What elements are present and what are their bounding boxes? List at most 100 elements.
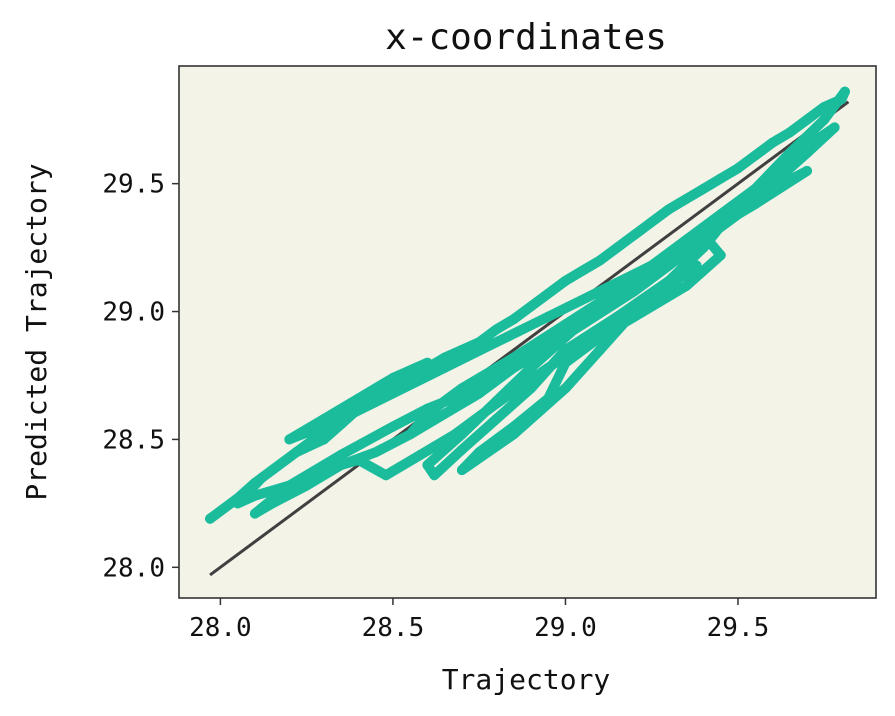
reference-line-layer xyxy=(209,100,850,577)
trajectory-point xyxy=(456,344,467,355)
trajectory-point xyxy=(249,508,260,519)
trajectory-point xyxy=(543,362,554,373)
trajectory-point xyxy=(646,217,657,228)
chart-title: x-coordinates xyxy=(385,17,667,58)
trajectory-point xyxy=(560,275,571,286)
trajectory-point xyxy=(612,286,623,297)
trajectory-point xyxy=(612,311,623,322)
trajectory-point xyxy=(381,470,392,481)
trajectory-point xyxy=(456,429,467,440)
trajectory-point xyxy=(698,229,709,240)
trajectory-point xyxy=(612,242,623,253)
trajectory-point xyxy=(732,163,743,174)
trajectory-point xyxy=(594,301,605,312)
trajectory-point xyxy=(387,421,398,432)
trajectory-point xyxy=(829,122,840,133)
trajectory-point xyxy=(318,413,329,424)
trajectory-point xyxy=(715,173,726,184)
y-tick-label: 29.5 xyxy=(102,170,165,200)
trajectory-point xyxy=(801,147,812,158)
x-tick-label: 29.0 xyxy=(534,613,597,643)
trajectory-point xyxy=(646,260,657,271)
trajectory-point xyxy=(491,398,502,409)
y-axis-title: Predicted Trajectory xyxy=(20,163,53,500)
trajectory-point xyxy=(301,480,312,491)
trajectory-point xyxy=(353,393,364,404)
trajectory-point xyxy=(336,449,347,460)
trajectory-point xyxy=(594,286,605,297)
trajectory-point xyxy=(629,275,640,286)
trajectory-point xyxy=(456,465,467,476)
trajectory-point xyxy=(801,114,812,125)
trajectory-point xyxy=(577,311,588,322)
trajectory-point xyxy=(801,165,812,176)
trajectory-point xyxy=(577,265,588,276)
trajectory-point xyxy=(429,470,440,481)
reference-line xyxy=(209,100,850,577)
trajectory-point xyxy=(525,352,536,363)
x-tick-label: 28.0 xyxy=(189,613,252,643)
trajectory-point xyxy=(594,255,605,266)
trajectory-point xyxy=(698,183,709,194)
trajectory-point xyxy=(543,393,554,404)
trajectory-point xyxy=(681,280,692,291)
trajectory-point xyxy=(439,352,450,363)
trajectory-point xyxy=(732,209,743,220)
trajectory-point xyxy=(422,357,433,368)
trajectory-point xyxy=(767,137,778,148)
trajectory-point xyxy=(750,199,761,210)
trajectory-point xyxy=(525,301,536,312)
y-tick-label: 28.5 xyxy=(102,425,165,455)
trajectory-point xyxy=(318,434,329,445)
trajectory-point xyxy=(318,465,329,476)
trajectory-point xyxy=(508,421,519,432)
trajectory-point xyxy=(732,199,743,210)
trajectory-point xyxy=(715,217,726,228)
trajectory-point xyxy=(474,337,485,348)
trajectory-point xyxy=(646,293,657,304)
trajectory-point xyxy=(698,242,709,253)
trajectory-point xyxy=(249,477,260,488)
trajectory-point xyxy=(784,127,795,138)
y-tick-label: 29.0 xyxy=(102,298,165,328)
trajectory-point xyxy=(336,460,347,470)
trajectory-point xyxy=(439,362,450,373)
trajectory-point xyxy=(249,490,260,501)
trajectory-point xyxy=(456,383,467,394)
trajectory-point xyxy=(491,324,502,335)
trajectory-point xyxy=(629,286,640,297)
trajectory-point xyxy=(508,429,519,440)
trajectory-point xyxy=(232,498,243,509)
trajectory-point xyxy=(491,413,502,424)
x-tick-label: 28.5 xyxy=(362,613,425,643)
y-tick-label: 28.0 xyxy=(102,553,165,583)
trajectory-point xyxy=(560,344,571,355)
trajectory-point xyxy=(284,434,295,445)
trajectory-point xyxy=(715,250,726,261)
trajectory-point xyxy=(543,288,554,299)
trajectory-point xyxy=(508,314,519,325)
trajectory-point xyxy=(353,454,364,465)
trajectory-point xyxy=(839,86,850,97)
trajectory-point xyxy=(267,498,278,509)
trajectory-point xyxy=(415,449,426,460)
trajectory-point xyxy=(405,373,416,384)
trajectory-point xyxy=(387,388,398,399)
trajectory-point xyxy=(422,408,433,419)
trajectory-point xyxy=(474,383,485,394)
trajectory-point xyxy=(508,362,519,373)
trajectory-point xyxy=(370,447,381,458)
trajectory-point xyxy=(750,150,761,161)
trajectory-point xyxy=(594,327,605,337)
x-axis: 28.0 28.5 29.0 29.5 xyxy=(189,598,769,643)
trajectory-point xyxy=(267,465,278,476)
trajectory-point xyxy=(577,319,588,330)
y-axis: 28.0 28.5 29.0 29.5 xyxy=(102,170,179,583)
trajectory-point xyxy=(560,383,571,394)
trajectory-point xyxy=(836,94,847,105)
trajectory-point xyxy=(784,153,795,164)
trajectory-point xyxy=(663,260,674,271)
trajectory-point xyxy=(474,447,485,458)
trajectory-point xyxy=(663,204,674,215)
trajectory-point xyxy=(439,408,450,419)
